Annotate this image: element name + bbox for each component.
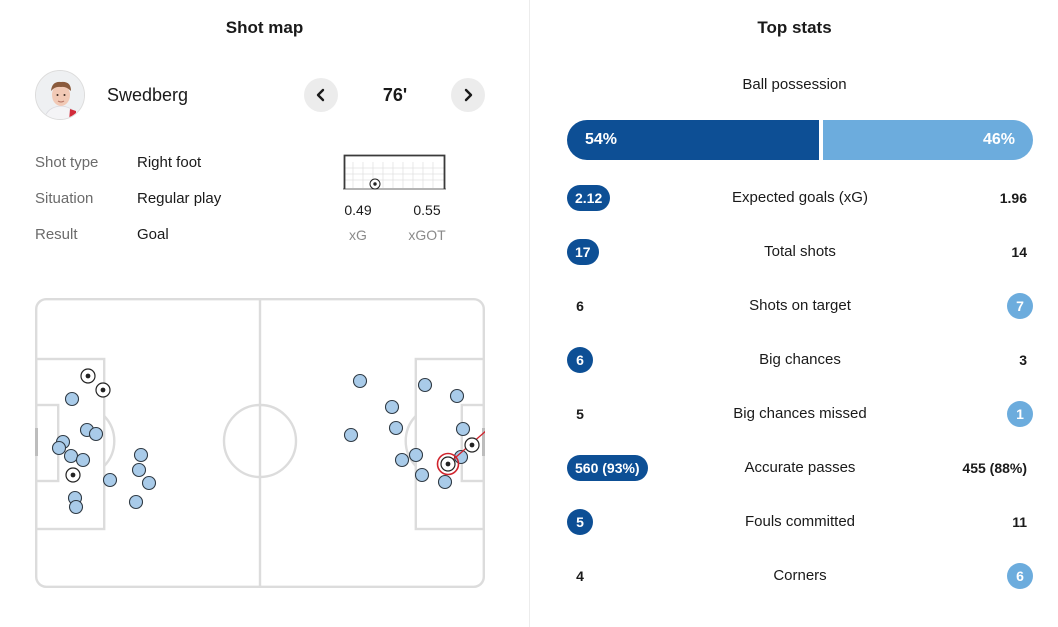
selected-shot-marker[interactable] [436,452,460,476]
shot-marker[interactable] [384,399,400,415]
shot-map-panel: Shot map Swedberg 76' Shot type Right fo… [35,0,530,627]
stat-row: Big chances 6 3 [567,347,1033,373]
chevron-right-icon [464,88,473,102]
shot-marker[interactable] [133,447,149,463]
next-shot-button[interactable] [451,78,485,112]
shot-map-pitch [35,298,485,588]
stat-home-value: 6 [567,347,593,373]
possession-home: 54% [567,120,819,160]
stat-home-value: 17 [567,239,599,265]
shot-marker[interactable] [128,494,144,510]
goal-ball-icon[interactable] [464,437,480,453]
previous-shot-button[interactable] [304,78,338,112]
shot-marker[interactable] [417,377,433,393]
shot-marker[interactable] [102,472,118,488]
shot-marker[interactable] [131,462,147,478]
xgot-label: xGOT [408,227,446,243]
stat-row: Shots on target 6 7 [567,293,1033,319]
stat-away-value: 7 [1007,293,1033,319]
stat-row: Accurate passes 560 (93%) 455 (88%) [567,455,1033,481]
shot-marker[interactable] [51,440,67,456]
shot-marker[interactable] [63,448,79,464]
shot-marker[interactable] [88,426,104,442]
shot-marker[interactable] [352,373,368,389]
shot-marker[interactable] [141,475,157,491]
stat-name: Big chances [759,351,841,368]
stat-row: Total shots 17 14 [567,239,1033,265]
stat-name: Total shots [764,243,836,260]
possession-bar: 54% 46% [567,120,1033,160]
stat-away-value: 455 (88%) [962,460,1027,476]
shot-marker[interactable] [388,420,404,436]
stat-row: Corners 4 6 [567,563,1033,589]
stat-name: Accurate passes [744,459,856,476]
shot-marker[interactable] [343,427,359,443]
left-goal [35,428,38,456]
shot-marker[interactable] [75,452,91,468]
result-label: Result [35,226,78,243]
result-value: Goal [137,226,169,243]
stat-name: Expected goals (xG) [732,189,868,206]
xg-label: xG [349,227,367,243]
xg-value: 0.49 [344,202,372,218]
stat-away-value: 14 [1011,244,1027,260]
stat-name: Fouls committed [744,513,856,530]
stat-away-value: 6 [1007,563,1033,589]
stat-row: Big chances missed 5 1 [567,401,1033,427]
top-stats-panel: Top stats Ball possession 54% 46% Expect… [531,0,1058,627]
goal-ball-icon[interactable] [65,467,81,483]
player-name[interactable]: Swedberg [107,85,189,105]
stat-home-value: 6 [576,298,584,314]
stat-away-value: 3 [1019,352,1027,368]
shot-type-label: Shot type [35,154,99,171]
shot-marker[interactable] [437,474,453,490]
situation-label: Situation [35,190,94,207]
top-stats-title: Top stats [757,18,832,37]
goal-frame-icon [343,154,446,190]
goal-ball-icon[interactable] [80,368,96,384]
chevron-left-icon [316,88,325,102]
shot-marker[interactable] [68,499,84,515]
possession-away: 46% [823,120,1033,160]
stat-home-value: 560 (93%) [567,455,648,481]
shot-marker[interactable] [64,391,80,407]
shot-type-value: Right foot [137,154,202,171]
player-avatar[interactable] [35,70,85,120]
stat-row: Fouls committed 5 11 [567,509,1033,535]
stat-home-value: 2.12 [567,185,611,211]
stat-name: Big chances missed [733,405,867,422]
shot-map-title: Shot map [225,18,304,37]
stat-away-value: 11 [1012,514,1027,530]
shot-marker[interactable] [449,388,465,404]
shot-marker[interactable] [408,447,424,463]
stat-name: Shots on target [749,297,851,314]
stat-row: Expected goals (xG) 2.12 1.96 [567,185,1033,211]
shot-marker[interactable] [394,452,410,468]
stat-away-value: 1 [1007,401,1033,427]
shot-marker[interactable] [455,421,471,437]
xgot-value: 0.55 [413,202,441,218]
stat-home-value: 4 [576,568,584,584]
shot-marker[interactable] [414,467,430,483]
shot-ball-icon [369,178,381,190]
ball-possession-label: Ball possession [742,76,847,93]
shot-minute: 76' [382,85,408,105]
stat-home-value: 5 [567,509,593,535]
player-avatar-icon [36,71,84,119]
stat-name: Corners [773,567,827,584]
goal-ball-icon[interactable] [95,382,111,398]
stat-away-value: 1.96 [999,190,1027,206]
right-goal [482,428,485,456]
situation-value: Regular play [137,190,222,207]
stat-home-value: 5 [576,406,584,422]
